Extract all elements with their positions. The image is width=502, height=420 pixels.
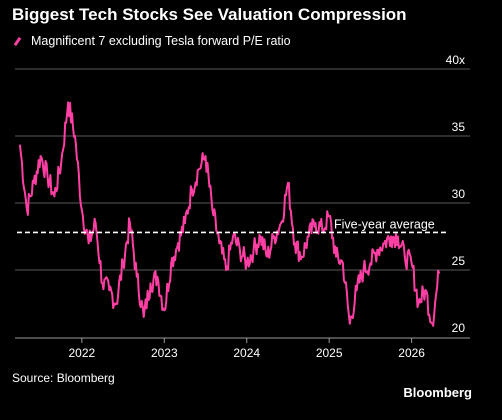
data-point — [32, 181, 35, 184]
data-point — [390, 235, 392, 238]
legend-label: Magnificent 7 excluding Tesla forward P/… — [31, 34, 291, 48]
data-point — [232, 235, 234, 238]
data-point — [163, 309, 166, 312]
data-point — [321, 228, 324, 231]
gridlines — [15, 68, 470, 339]
data-point — [252, 248, 255, 251]
data-point — [314, 222, 317, 225]
data-point — [115, 302, 118, 305]
y-tick-label: 20 — [452, 321, 466, 335]
x-tick-label: 2026 — [398, 346, 425, 360]
y-tick-label: 25 — [452, 254, 466, 268]
data-point — [396, 235, 399, 238]
data-point — [225, 269, 228, 271]
data-point — [122, 262, 125, 265]
data-point — [94, 222, 97, 225]
x-tick-label: 2023 — [151, 346, 178, 360]
source-note: Source: Bloomberg — [12, 371, 115, 385]
data-point — [46, 175, 49, 178]
data-point — [25, 208, 28, 211]
y-tick-label: 35 — [452, 120, 466, 134]
data-point — [300, 255, 303, 258]
x-tick-label: 2024 — [233, 346, 260, 360]
chart-title: Biggest Tech Stocks See Valuation Compre… — [12, 5, 407, 24]
data-point — [128, 222, 131, 225]
data-point — [80, 208, 83, 211]
data-point — [170, 262, 173, 265]
data-point — [67, 101, 70, 104]
data-point — [149, 282, 152, 285]
y-tick-label: 30 — [452, 187, 466, 201]
data-point — [410, 262, 413, 265]
data-point — [245, 262, 248, 265]
data-point — [19, 144, 21, 147]
data-point — [417, 302, 420, 305]
y-tick-label: 40x — [446, 53, 465, 67]
data-point — [383, 242, 386, 245]
data-point — [53, 195, 56, 198]
data-point — [266, 255, 269, 258]
data-point — [376, 248, 379, 251]
data-point — [341, 262, 344, 265]
series-group — [19, 101, 441, 327]
annotations: Five-year average — [17, 217, 446, 234]
data-point — [259, 235, 262, 238]
data-point — [87, 242, 90, 245]
data-point — [60, 161, 63, 164]
data-point — [273, 235, 276, 238]
data-point — [218, 242, 221, 245]
data-point — [183, 222, 186, 225]
data-point — [307, 235, 310, 238]
data-point — [293, 242, 296, 245]
data-point — [438, 271, 441, 274]
data-point — [280, 222, 283, 225]
data-point — [156, 275, 159, 278]
data-point — [142, 315, 145, 318]
data-point — [74, 135, 76, 137]
legend: Magnificent 7 excluding Tesla forward P/… — [12, 34, 291, 48]
data-point — [287, 181, 289, 184]
data-point — [403, 255, 406, 258]
data-point — [355, 289, 358, 292]
data-point — [101, 282, 104, 285]
data-point — [204, 155, 207, 158]
data-point — [335, 255, 338, 258]
data-point — [39, 155, 42, 158]
data-point — [328, 215, 331, 218]
x-tick-label: 2022 — [68, 346, 95, 360]
data-point — [108, 289, 111, 292]
data-point — [424, 289, 427, 292]
data-point — [197, 168, 200, 171]
x-tick-label: 2025 — [316, 346, 343, 360]
data-point — [369, 262, 372, 265]
data-point — [135, 275, 138, 278]
average-label: Five-year average — [334, 217, 435, 231]
data-point — [238, 248, 241, 251]
data-point — [190, 188, 193, 191]
bloomberg-logo: Bloomberg — [403, 385, 472, 400]
data-point — [211, 208, 214, 211]
data-point — [177, 242, 179, 245]
x-axis-labels: 2022 2023 2024 2025 2026 — [68, 338, 425, 360]
data-point — [431, 322, 434, 325]
y-axis-labels: 20 25 30 35 40x — [446, 53, 466, 335]
data-point — [348, 322, 351, 325]
data-point — [362, 269, 365, 271]
